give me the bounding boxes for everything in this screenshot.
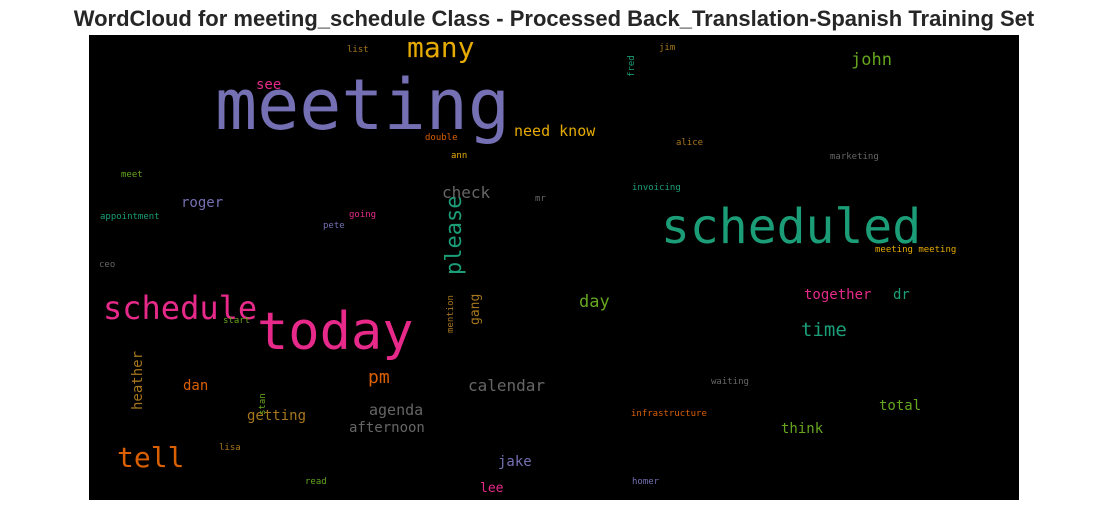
word-pete: pete <box>323 221 345 231</box>
word-appointment: appointment <box>100 212 160 222</box>
word-waiting: waiting <box>711 377 749 387</box>
chart-title: WordCloud for meeting_schedule Class - P… <box>73 6 1035 31</box>
word-homer: homer <box>632 477 660 487</box>
word-dr: dr <box>893 287 910 303</box>
word-time: time <box>801 319 847 341</box>
word-pm: pm <box>368 367 390 388</box>
word-start: start <box>223 316 250 326</box>
word-marketing: marketing <box>830 152 879 162</box>
word-many: many <box>407 35 474 64</box>
word-mr: mr <box>535 194 546 204</box>
word-lisa: lisa <box>219 443 241 453</box>
word-jake: jake <box>498 454 532 470</box>
word-check: check <box>442 183 491 202</box>
word-read: read <box>305 477 327 487</box>
word-scheduled: scheduled <box>661 199 921 255</box>
word-meeting: meeting <box>215 64 510 146</box>
word-dan: dan <box>183 378 208 394</box>
word-lee: lee <box>480 481 504 496</box>
word-roger: roger <box>181 195 223 211</box>
word-john: john <box>851 50 892 70</box>
word-list: list <box>347 45 369 55</box>
word-ann: ann <box>451 151 467 161</box>
word-total: total <box>879 398 921 414</box>
word-think: think <box>781 421 824 437</box>
word-fred: fred <box>627 55 637 77</box>
word-see: see <box>256 77 281 93</box>
word-infrastructure: infrastructure <box>631 409 707 419</box>
word-jim: jim <box>659 43 675 53</box>
word-mention: mention <box>446 295 456 333</box>
word-gang: gang <box>468 294 483 325</box>
cloud-background <box>89 35 1019 500</box>
word-going: going <box>349 210 376 220</box>
word-today: today <box>257 302 414 362</box>
word-double: double <box>425 133 458 143</box>
word-meeting-meeting: meeting meeting <box>875 245 956 255</box>
word-please: please <box>442 196 467 275</box>
word-together: together <box>804 287 871 303</box>
word-agenda: agenda <box>369 401 423 419</box>
word-stan: stan <box>258 393 268 415</box>
word-day: day <box>579 292 610 312</box>
word-ceo: ceo <box>99 260 115 270</box>
word-tell: tell <box>117 441 184 474</box>
word-need-know: need know <box>514 122 596 140</box>
word-alice: alice <box>676 138 703 148</box>
word-heather: heather <box>130 351 146 410</box>
word-getting: getting <box>247 408 306 424</box>
word-meet: meet <box>121 170 143 180</box>
word-calendar: calendar <box>468 376 545 395</box>
word-invoicing: invoicing <box>632 183 681 193</box>
word-schedule: schedule <box>103 289 257 327</box>
word-afternoon: afternoon <box>349 420 425 436</box>
